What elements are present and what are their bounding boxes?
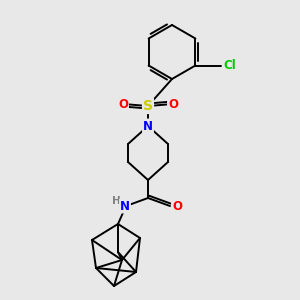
Text: S: S xyxy=(143,99,153,113)
Text: Cl: Cl xyxy=(223,59,236,72)
Text: N: N xyxy=(143,119,153,133)
Text: O: O xyxy=(118,98,128,110)
Text: H: H xyxy=(112,196,120,206)
Text: O: O xyxy=(172,200,182,212)
Text: O: O xyxy=(168,98,178,110)
Text: N: N xyxy=(120,200,130,212)
